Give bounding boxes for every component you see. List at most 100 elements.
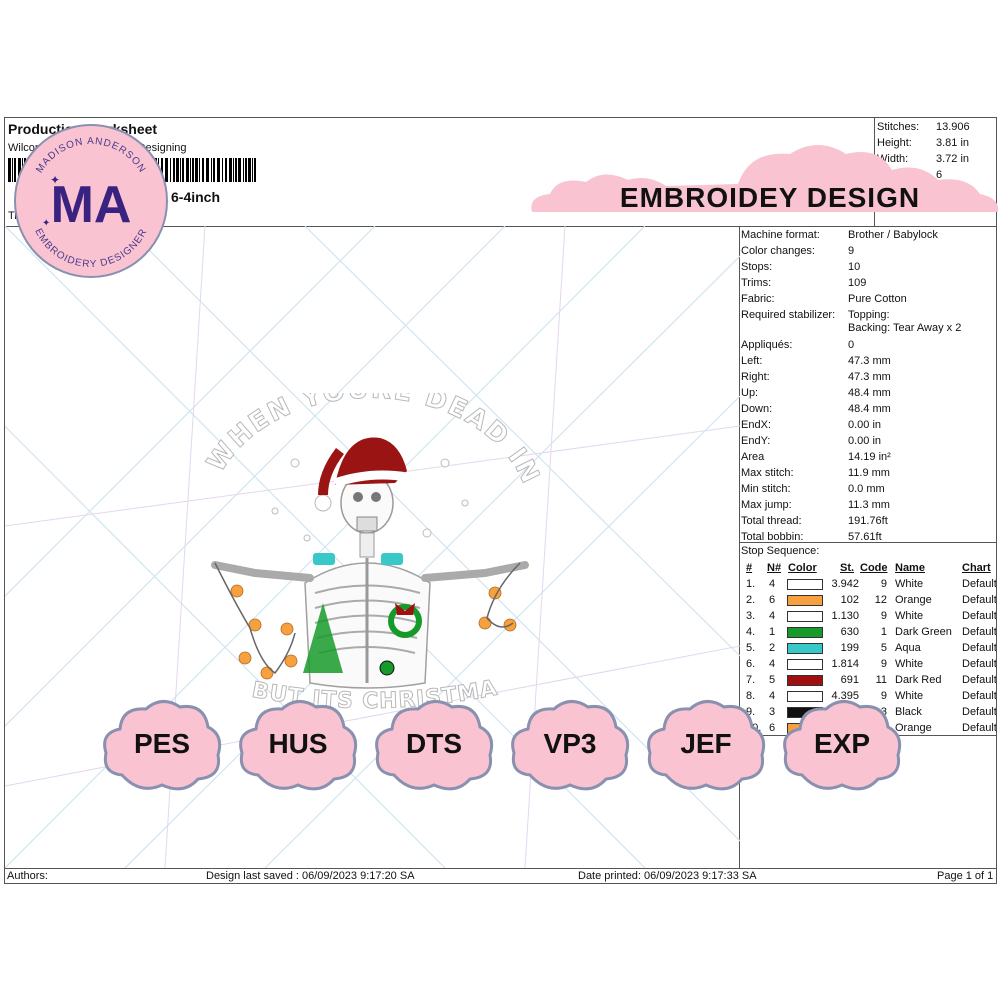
spec-label: Required stabilizer:: [741, 309, 836, 321]
spec-label: Machine format:: [741, 229, 820, 241]
stop-cell-code: 5: [880, 642, 887, 654]
spec-value: 47.3 mm: [848, 371, 891, 383]
stop-cell-needle: 2: [769, 642, 776, 654]
stop-cell-stitches: 199: [840, 642, 859, 654]
spec-value: 0.00 in: [848, 419, 882, 431]
spec-value: 48.4 mm: [848, 403, 891, 415]
stop-cell-needle: 6: [769, 594, 776, 606]
stop-cell-needle: 1: [769, 626, 776, 638]
stop-cell-chart: Default: [962, 594, 997, 606]
footer-authors: Authors:: [7, 870, 48, 882]
col-name-header: Name: [895, 562, 925, 574]
stop-cell-name: Dark Green: [895, 626, 952, 638]
embroidery-design-preview: WHEN YOURE DEAD INSIDE BUT ITS CHRISTMAS: [195, 393, 540, 715]
stop-cell-needle: 3: [769, 706, 776, 718]
stop-cell-chart: Default: [962, 610, 997, 622]
color-swatch: [787, 691, 823, 702]
spec-value: 10: [848, 261, 861, 273]
spec-label: Total bobbin:: [741, 531, 804, 543]
spec-value: Topping:: [848, 309, 890, 321]
stop-cell-code: 3: [880, 706, 887, 718]
stop-cell-chart: Default: [962, 690, 997, 702]
format-badge-dts: DTS: [372, 695, 496, 795]
footer-last-saved: Design last saved : 06/09/2023 9:17:20 S…: [206, 870, 415, 882]
stop-cell-idx: 3.: [746, 610, 756, 622]
stop-sequence-row: 7. 5 691 11 Dark Red Default: [740, 672, 997, 688]
stop-cell-name: White: [895, 658, 924, 670]
spec-label: Right:: [741, 371, 770, 383]
stop-cell-needle: 4: [769, 610, 776, 622]
spec-label: Appliqués:: [741, 339, 793, 351]
stop-cell-idx: 1.: [746, 578, 756, 590]
stop-cell-chart: Default: [962, 658, 997, 670]
format-label: PES: [133, 728, 191, 759]
spec-value: 11.3 mm: [848, 499, 890, 511]
stop-cell-code: 9: [880, 610, 887, 622]
stop-cell-chart: Default: [962, 578, 997, 590]
color-swatch: [787, 659, 823, 670]
format-badge-vp3: VP3: [508, 695, 632, 795]
top-stat-label: Height:: [877, 137, 912, 149]
stop-cell-chart: Default: [962, 674, 997, 686]
spec-value: 9: [848, 245, 855, 257]
stop-cell-name: White: [895, 610, 924, 622]
spec-value: 0: [848, 339, 855, 351]
stop-cell-stitches: 1.130: [831, 610, 859, 622]
sparkle-icon: ✦: [50, 173, 60, 187]
spec-label: Down:: [741, 403, 773, 415]
stop-cell-chart: Default: [962, 722, 997, 734]
format-label: VP3: [543, 728, 597, 759]
footer-divider: [5, 868, 996, 869]
col-chart-header: Chart: [962, 562, 991, 574]
color-swatch: [787, 595, 823, 606]
spec-value: Brother / Babylock: [848, 229, 938, 241]
header-small-label: Ti: [8, 210, 17, 222]
stop-sequence-row: 4. 1 630 1 Dark Green Default: [740, 624, 997, 640]
spec-label: Color changes:: [741, 245, 815, 257]
stop-cell-stitches: 1.814: [831, 658, 859, 670]
stop-sequence-row: 2. 6 102 12 Orange Default: [740, 592, 997, 608]
stop-cell-idx: 4.: [746, 626, 756, 638]
stop-cell-name: White: [895, 578, 924, 590]
color-swatch: [787, 579, 823, 590]
stop-cell-needle: 6: [769, 722, 776, 734]
color-swatch: [787, 643, 823, 654]
stop-cell-name: Orange: [895, 722, 932, 734]
stop-cell-stitches: 691: [840, 674, 859, 686]
banner-cloud: [531, 145, 999, 212]
spec-label: Max stitch:: [741, 467, 794, 479]
spec-value: 47.3 mm: [848, 355, 891, 367]
format-badge-exp: EXP: [780, 695, 904, 795]
top-stat-value: 13.906: [936, 121, 970, 133]
spec-label: EndY:: [741, 435, 771, 447]
stop-sequence-row: 6. 4 1.814 9 White Default: [740, 656, 997, 672]
stop-cell-chart: Default: [962, 626, 997, 638]
stop-cell-name: White: [895, 690, 924, 702]
stop-sequence-title: Stop Sequence:: [741, 545, 820, 557]
stop-sequence-row: 1. 4 3.942 9 White Default: [740, 576, 997, 592]
panel-divider: [739, 226, 740, 868]
stop-cell-idx: 9.: [746, 706, 756, 718]
santa-hat: [314, 437, 408, 512]
spec-label: Total thread:: [741, 515, 802, 527]
logo-initials: MA: [51, 176, 132, 234]
banner-title: EMBROIDEY DESIGN: [619, 182, 921, 213]
stop-cell-needle: 4: [769, 578, 776, 590]
stop-cell-idx: 8.: [746, 690, 756, 702]
stop-cell-name: Aqua: [895, 642, 921, 654]
format-badge-hus: HUS: [236, 695, 360, 795]
spec-value: 0.0 mm: [848, 483, 885, 495]
madison-anderson-logo: MADISON ANDERSON EMBROIDERY DESIGNER MA …: [14, 124, 168, 278]
stop-cell-code: 12: [874, 594, 887, 606]
spec-value: 57.61ft: [848, 531, 882, 543]
spec-value: 14.19 in²: [848, 451, 891, 463]
stop-sequence-header-row: # N# Color St. Code Name Chart: [740, 560, 996, 576]
stop-sequence-row: 8. 4 4.395 9 White Default: [740, 688, 997, 704]
format-badge-pes: PES: [100, 695, 224, 795]
stop-cell-idx: 2.: [746, 594, 756, 606]
spec-value: 11.9 mm: [848, 467, 890, 479]
stop-cell-code: 9: [880, 690, 887, 702]
stop-cell-needle: 5: [769, 674, 776, 686]
stop-cell-name: Orange: [895, 594, 932, 606]
stop-sequence-table: # N# Color St. Code Name Chart 1. 4 3. 9 4 2 9…: [740, 560, 997, 736]
